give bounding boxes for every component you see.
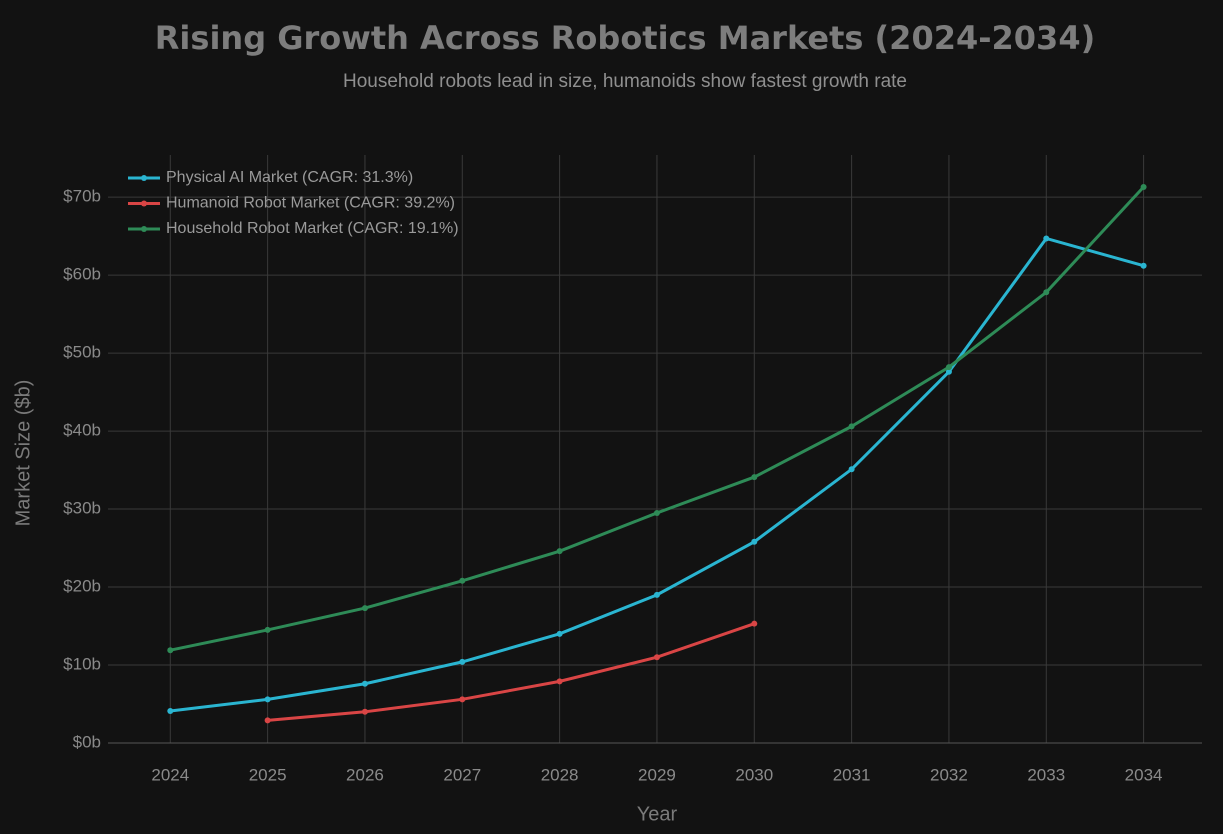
x-tick-label: 2027 <box>443 765 481 784</box>
data-point <box>848 423 855 430</box>
series-line <box>267 622 755 722</box>
chart-subtitle: Household robots lead in size, humanoids… <box>343 71 907 92</box>
data-point <box>264 626 271 633</box>
data-point <box>167 647 174 654</box>
y-tick-label: $70b <box>63 187 101 206</box>
legend-marker <box>141 200 147 207</box>
data-point <box>556 678 563 685</box>
data-point <box>751 538 758 545</box>
data-point <box>653 654 660 661</box>
y-tick-label: $50b <box>63 343 101 362</box>
legend-marker <box>141 175 147 181</box>
data-point <box>751 620 758 627</box>
y-tick-label: $20b <box>63 577 101 596</box>
y-tick-label: $0b <box>73 732 101 751</box>
x-tick-label: 2033 <box>1027 765 1065 784</box>
x-tick-label: 2032 <box>930 765 968 784</box>
data-point <box>653 591 660 598</box>
data-point <box>167 708 174 715</box>
data-point <box>459 577 466 584</box>
x-tick-label: 2029 <box>638 765 676 784</box>
x-tick-label: 2031 <box>833 765 871 784</box>
data-point <box>1043 289 1050 296</box>
x-axis-title: Year <box>637 803 678 825</box>
data-point <box>653 509 660 516</box>
legend-marker <box>141 226 147 232</box>
data-point <box>264 696 271 703</box>
data-point <box>361 605 368 612</box>
data-point <box>751 474 758 481</box>
data-point <box>459 696 466 703</box>
legend-label: Humanoid Robot Market (CAGR: 39.2%) <box>166 195 455 212</box>
x-tick-label: 2028 <box>541 765 579 784</box>
y-tick-label: $30b <box>63 499 101 518</box>
data-point <box>556 630 563 637</box>
x-tick-label: 2024 <box>151 765 189 784</box>
data-point <box>1140 183 1147 190</box>
y-tick-label: $10b <box>63 655 101 674</box>
data-point <box>1043 235 1050 242</box>
data-point <box>848 466 855 473</box>
chart-title: Rising Growth Across Robotics Markets (2… <box>155 19 1095 57</box>
data-point <box>361 708 368 715</box>
y-tick-label: $60b <box>63 265 101 284</box>
x-tick-label: 2034 <box>1125 765 1163 784</box>
x-tick-label: 2026 <box>346 765 384 784</box>
data-point <box>945 364 952 371</box>
data-point <box>556 548 563 555</box>
data-point <box>1140 262 1147 269</box>
legend-label: Household Robot Market (CAGR: 19.1%) <box>166 220 459 237</box>
x-tick-label: 2025 <box>249 765 287 784</box>
data-point <box>264 717 271 724</box>
legend-label: Physical AI Market (CAGR: 31.3%) <box>166 169 413 186</box>
y-tick-label: $40b <box>63 421 101 440</box>
data-point <box>361 680 368 687</box>
data-point <box>945 368 952 375</box>
data-point <box>459 658 466 665</box>
x-tick-label: 2030 <box>735 765 773 784</box>
y-axis-title: Market Size ($b) <box>12 380 34 527</box>
